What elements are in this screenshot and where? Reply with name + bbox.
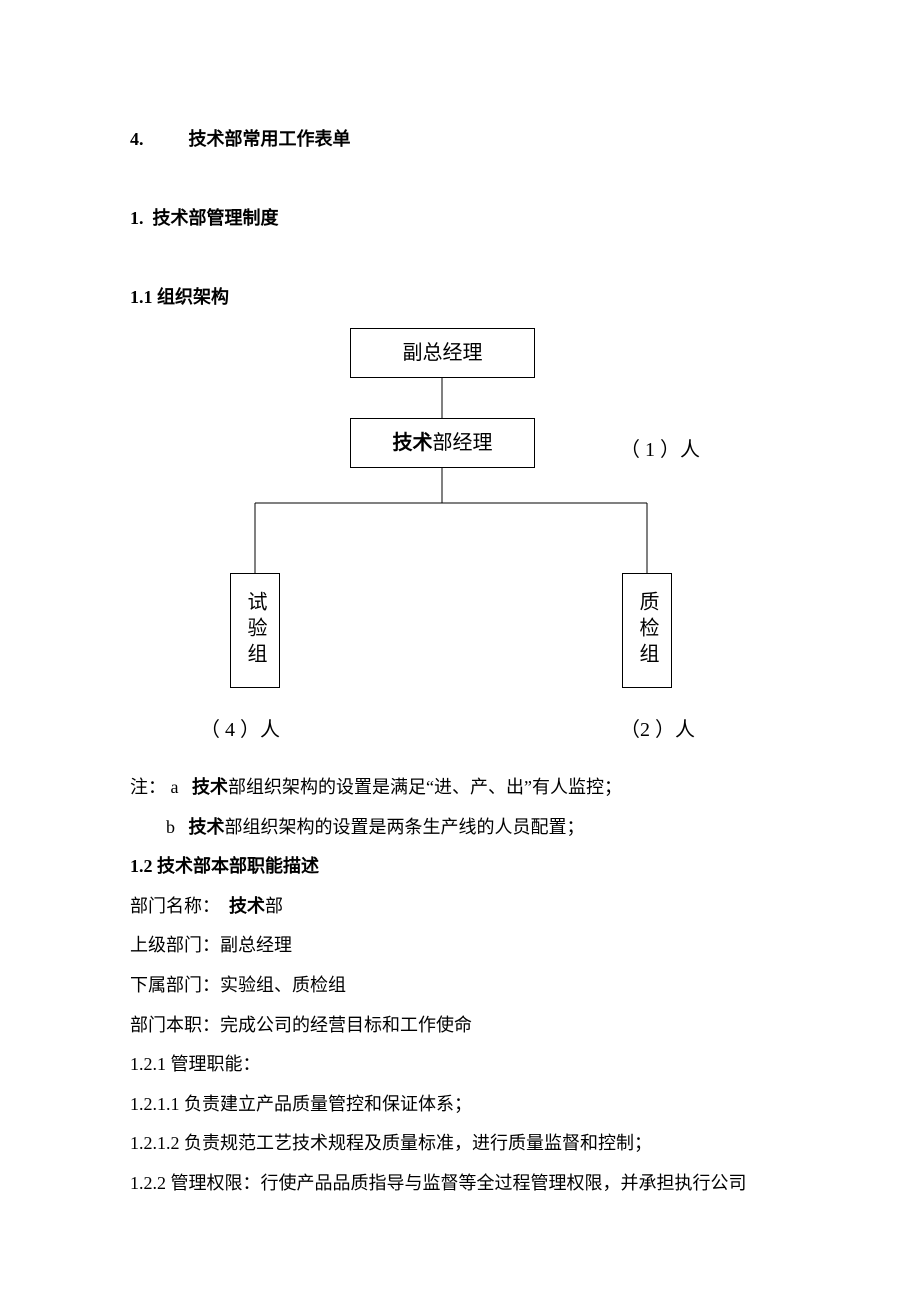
heading-4: 4. 技术部常用工作表单 [130,120,790,160]
org-node-root-label: 副总经理 [403,341,483,365]
org-chart: 副总经理 技术部经理 试验组 质检组 （ 1 ）人 （ 4 ）人 （2 ）人 [130,328,790,748]
dept-subordinate: 下属部门：实验组、质检组 [130,966,790,1006]
note-b-bold: 技术 [189,817,225,837]
item-1-2-1-2: 1.2.1.2 负责规范工艺技术规程及质量标准，进行质量监督和控制； [130,1124,790,1164]
note-b-label: b [166,817,175,837]
dept-name-label: 部门名称： [130,896,220,916]
note-a: 注： a 技术部组织架构的设置是满足“进、产、出”有人监控； [130,768,790,808]
org-node-left-label: 试验组 [243,591,267,669]
dept-superior: 上级部门：副总经理 [130,926,790,966]
note-prefix: 注： [130,777,166,797]
heading-4-text: 技术部常用工作表单 [189,129,351,149]
spacer [130,239,790,279]
note-b: b 技术部组织架构的设置是两条生产线的人员配置； [130,808,790,848]
org-node-manager-label: 技术部经理 [393,431,493,455]
org-annot-left-count: （ 4 ）人 [200,708,280,752]
org-annot-right-count: （2 ）人 [620,708,695,752]
org-chart-connectors [130,328,790,748]
item-1-2-1: 1.2.1 管理职能： [130,1045,790,1085]
dept-name-bold: 技术 [229,896,265,916]
item-1-2-1-1: 1.2.1.1 负责建立产品质量管控和保证体系； [130,1085,790,1125]
note-a-text: 部组织架构的设置是满足“进、产、出”有人监控； [228,777,622,797]
document-page: 4. 技术部常用工作表单 1. 技术部管理制度 1.1 组织架构 副总经理 技术… [0,0,920,1302]
item-1-2-2: 1.2.2 管理权限：行使产品品质指导与监督等全过程管理权限，并承担执行公司 [130,1164,790,1204]
dept-name: 部门名称： 技术部 [130,887,790,927]
note-b-text: 部组织架构的设置是两条生产线的人员配置； [225,817,585,837]
dept-duty: 部门本职：完成公司的经营目标和工作使命 [130,1006,790,1046]
heading-1-1: 1.1 组织架构 [130,278,790,318]
org-node-right-label: 质检组 [635,591,659,669]
dept-name-rest: 部 [265,896,283,916]
org-node-right: 质检组 [622,573,672,688]
org-node-manager: 技术部经理 [350,418,535,468]
heading-1-number: 1. [130,208,144,228]
org-node-left: 试验组 [230,573,280,688]
spacer [130,160,790,200]
heading-4-number: 4. [130,120,175,160]
heading-1: 1. 技术部管理制度 [130,199,790,239]
heading-1-2: 1.2 技术部本部职能描述 [130,847,790,887]
heading-1-text: 技术部管理制度 [153,208,279,228]
note-a-label: a [171,777,179,797]
org-annot-manager-count: （ 1 ）人 [620,428,700,472]
org-node-root: 副总经理 [350,328,535,378]
note-a-bold: 技术 [192,777,228,797]
